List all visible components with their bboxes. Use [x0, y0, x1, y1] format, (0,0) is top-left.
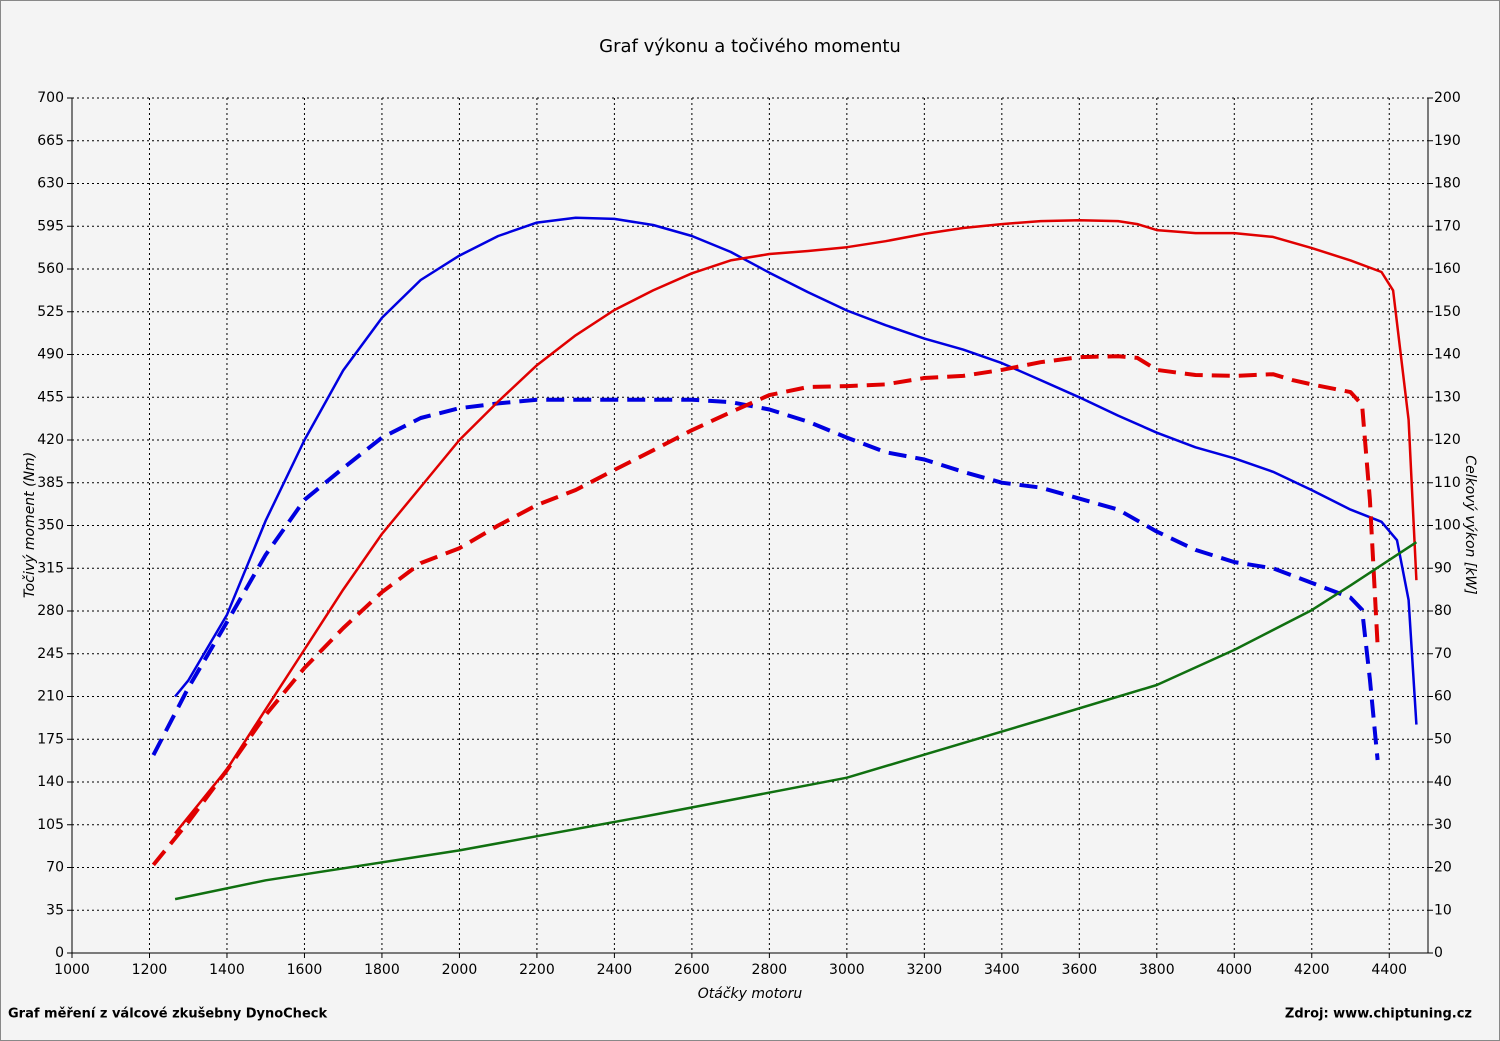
y-tick-label: 35	[46, 902, 64, 918]
y2-tick-label: 110	[1434, 475, 1461, 491]
y2-tick-label: 150	[1434, 304, 1461, 320]
x-tick-label: 2000	[442, 962, 478, 978]
y-tick-label: 700	[37, 90, 64, 106]
x-tick-label: 4400	[1371, 962, 1407, 978]
x-tick-label: 4000	[1216, 962, 1252, 978]
y-tick-label: 455	[37, 389, 64, 405]
y-tick-label: 210	[37, 689, 64, 705]
y-tick-label: 70	[46, 860, 64, 876]
y2-tick-label: 130	[1434, 389, 1461, 405]
y2-tick-label: 60	[1434, 689, 1452, 705]
x-tick-label: 3400	[984, 962, 1020, 978]
x-tick-label: 3800	[1139, 962, 1175, 978]
y2-axis-title: Celkový výkon [kW]	[1462, 455, 1478, 594]
y-tick-label: 385	[37, 475, 64, 491]
y-tick-label: 350	[37, 518, 64, 534]
y2-tick-label: 40	[1434, 774, 1452, 790]
y-axis-title: Točivý moment (Nm)	[22, 452, 38, 598]
y-tick-label: 525	[37, 304, 64, 320]
y2-tick-label: 10	[1434, 902, 1452, 918]
y-tick-label: 490	[37, 347, 64, 363]
y2-tick-label: 190	[1434, 133, 1461, 149]
chart-title: Graf výkonu a točivého momentu	[599, 36, 901, 57]
y2-tick-label: 140	[1434, 347, 1461, 363]
data-line	[174, 219, 1418, 835]
x-axis-title: Otáčky motoru	[698, 986, 803, 1002]
x-tick-label: 2200	[519, 962, 555, 978]
y2-tick-label: 70	[1434, 646, 1452, 662]
y2-tick-label: 90	[1434, 560, 1452, 576]
footer-right: Zdroj: www.chiptuning.cz	[1285, 1007, 1472, 1022]
y-tick-label: 420	[37, 432, 64, 448]
data-line	[174, 541, 1418, 901]
x-tick-label: 3200	[907, 962, 943, 978]
x-tick-label: 2600	[674, 962, 710, 978]
y2-tick-label: 80	[1434, 603, 1452, 619]
y2-tick-label: 200	[1434, 90, 1461, 106]
y2-tick-label: 160	[1434, 261, 1461, 277]
data-line	[151, 397, 1380, 761]
x-tick-label: 4200	[1294, 962, 1330, 978]
x-tick-label: 3600	[1061, 962, 1097, 978]
y-tick-label: 630	[37, 176, 64, 192]
y-tick-label: 595	[37, 218, 64, 234]
y2-tick-label: 170	[1434, 218, 1461, 234]
x-tick-label: 1600	[287, 962, 323, 978]
y2-tick-label: 180	[1434, 176, 1461, 192]
y-tick-label: 315	[37, 560, 64, 576]
y2-tick-label: 20	[1434, 860, 1452, 876]
y-tick-label: 280	[37, 603, 64, 619]
y2-tick-label: 30	[1434, 817, 1452, 833]
y-tick-label: 665	[37, 133, 64, 149]
x-tick-label: 1800	[364, 962, 400, 978]
x-tick-label: 1000	[54, 962, 90, 978]
x-tick-label: 2400	[597, 962, 633, 978]
x-tick-label: 3000	[829, 962, 865, 978]
footer-left: Graf měření z válcové zkušebny DynoCheck	[8, 1007, 327, 1022]
y-tick-label: 175	[37, 731, 64, 747]
data-line	[151, 354, 1380, 867]
y-tick-label: 245	[37, 646, 64, 662]
y2-tick-label: 120	[1434, 432, 1461, 448]
y-tick-label: 140	[37, 774, 64, 790]
data-line	[174, 216, 1418, 725]
y-tick-label: 105	[37, 817, 64, 833]
x-tick-label: 1400	[209, 962, 245, 978]
y-tick-label: 560	[37, 261, 64, 277]
y-tick-label: 0	[55, 945, 64, 961]
x-tick-label: 1200	[132, 962, 168, 978]
y2-tick-label: 100	[1434, 518, 1461, 534]
x-tick-label: 2800	[752, 962, 788, 978]
y2-tick-label: 0	[1434, 945, 1443, 961]
y2-tick-label: 50	[1434, 731, 1452, 747]
